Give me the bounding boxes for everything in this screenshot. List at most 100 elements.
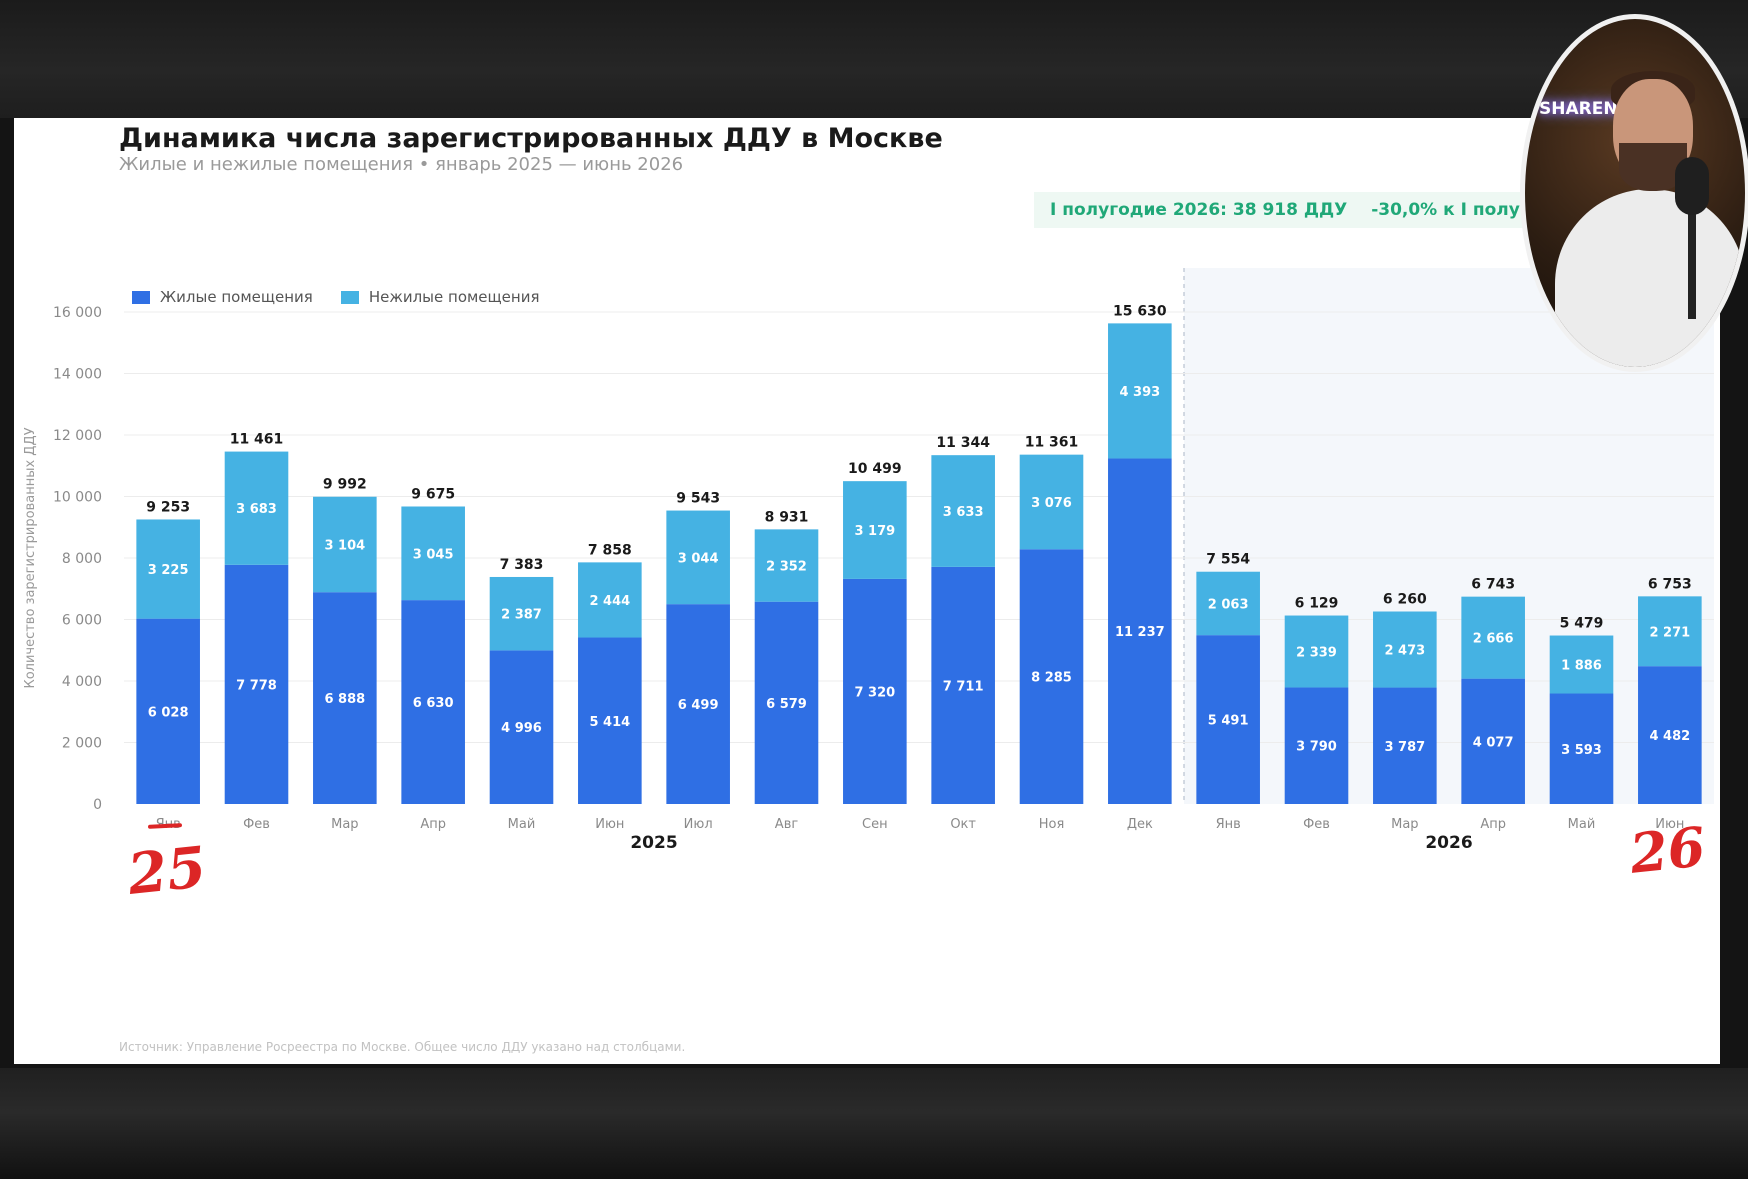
x-tick-label: Сен [862,817,888,832]
bar-nonresidential [1108,323,1172,459]
data-label-total: 7 383 [500,557,544,573]
source-note: Источник: Управление Росреестра по Москв… [119,1040,686,1054]
x-tick-label: Мар [1391,817,1418,832]
data-label-residential: 3 787 [1384,740,1425,755]
y-tick-label: 10 000 [53,490,102,506]
data-label-nonresidential: 3 633 [943,505,984,520]
data-label-residential: 6 499 [678,698,719,713]
bar-residential [843,578,907,804]
data-label-total: 15 630 [1113,303,1167,319]
data-label-total: 9 992 [323,477,367,493]
chart-legend: Жилые помещения Нежилые помещения [132,288,539,306]
data-label-nonresidential: 2 063 [1208,597,1249,612]
video-backdrop-top [0,0,1748,118]
x-tick-label: Апр [420,817,446,832]
chart-plot: 0 2 000 4 000 6 000 8 000 10 000 12 000 14 000 1… [23,268,1714,853]
x-tick-label: Авг [775,817,799,832]
handwritten-annotation-26: 26 [1626,814,1709,886]
data-label-nonresidential: 2 339 [1296,645,1337,660]
data-label-total: 10 499 [848,461,902,477]
data-label-residential: 4 482 [1649,729,1690,744]
bar-residential [1284,687,1349,804]
bar-residential [754,601,819,804]
x-tick-label: Ноя [1039,817,1065,832]
video-backdrop-bottom [0,1068,1748,1179]
legend-swatch-residential [132,290,150,304]
year-group-label: 2025 [630,833,677,853]
data-label-total: 6 129 [1295,596,1339,612]
x-tick-label: Окт [950,817,976,832]
y-tick-label: 6 000 [62,613,102,629]
chart-title: Динамика числа зарегистрированных ДДУ в … [119,123,943,154]
bar-nonresidential [754,529,819,602]
bar-residential [1373,687,1437,804]
bar-nonresidential [1019,454,1084,550]
data-label-total: 7 554 [1206,552,1250,568]
data-label-total: 7 858 [588,542,632,558]
x-tick-label: Июн [595,817,624,832]
bar-residential [489,650,554,804]
bar-nonresidential [1549,635,1614,694]
data-label-total: 9 675 [411,486,455,502]
bar-residential [1019,549,1084,804]
data-label-total: 5 479 [1560,616,1604,632]
bar-residential [931,566,995,804]
data-label-nonresidential: 3 045 [413,547,454,562]
bar-nonresidential [136,519,200,619]
chart-subtitle: Жилые и нежилые помещения • январь 2025 … [119,154,684,175]
bar-residential [1549,693,1614,804]
x-tick-label: Июл [684,817,713,832]
data-label-nonresidential: 2 444 [589,594,630,609]
data-label-total: 11 361 [1025,435,1079,451]
data-label-nonresidential: 3 076 [1031,496,1072,511]
data-label-nonresidential: 3 179 [854,524,895,539]
y-tick-label: 14 000 [53,367,102,383]
data-label-nonresidential: 2 352 [766,560,807,575]
x-tick-label: Дек [1127,817,1153,832]
y-tick-label: 16 000 [53,305,102,321]
bar-residential [224,564,289,804]
data-label-total: 8 931 [765,509,809,525]
chart-slide: Динамика числа зарегистрированных ДДУ в … [14,118,1720,1064]
bar-nonresidential [1196,571,1260,636]
y-tick-label: 8 000 [62,551,102,567]
data-label-total: 11 461 [230,432,284,448]
legend-label-nonresidential: Нежилые помещения [368,288,540,306]
data-label-total: 6 260 [1383,592,1427,608]
data-label-total: 6 753 [1648,576,1692,592]
x-tick-label: Май [1568,817,1596,832]
legend-label-residential: Жилые помещения [160,288,313,306]
bar-nonresidential [666,510,730,605]
x-tick-label: Янв [1216,817,1241,832]
data-label-total: 9 543 [676,491,720,507]
data-label-residential: 6 630 [413,696,454,711]
bar-nonresidential [489,576,554,651]
x-tick-label: Фев [243,817,270,832]
data-label-total: 11 344 [936,435,990,451]
summary-change: -30,0% к I полу [1371,200,1520,220]
data-label-residential: 3 593 [1561,743,1602,758]
summary-total: I полугодие 2026: 38 918 ДДУ [1050,200,1348,220]
summary-badge: I полугодие 2026: 38 918 ДДУ -30,0% к I … [1034,192,1560,228]
data-label-residential: 11 237 [1115,625,1165,640]
y-tick-label: 4 000 [62,674,102,690]
bar-nonresidential [224,451,289,565]
data-label-residential: 7 711 [943,679,984,694]
bar-residential [1108,458,1172,804]
data-label-nonresidential: 3 044 [678,551,719,566]
x-tick-label: Май [508,817,536,832]
data-label-residential: 6 888 [324,692,365,707]
bar-residential [136,618,200,804]
data-label-residential: 7 778 [236,678,277,693]
x-tick-label: Июн [1655,817,1684,832]
bar-nonresidential [578,562,642,638]
data-label-residential: 5 414 [589,715,630,730]
data-label-nonresidential: 3 225 [148,563,189,578]
bar-residential [1196,635,1260,804]
microphone-icon [1675,157,1709,215]
data-label-nonresidential: 1 886 [1561,659,1602,674]
data-label-residential: 5 491 [1208,714,1249,729]
x-tick-label: Мар [331,817,358,832]
data-label-nonresidential: 2 271 [1649,625,1690,640]
data-label-residential: 4 077 [1473,735,1514,750]
